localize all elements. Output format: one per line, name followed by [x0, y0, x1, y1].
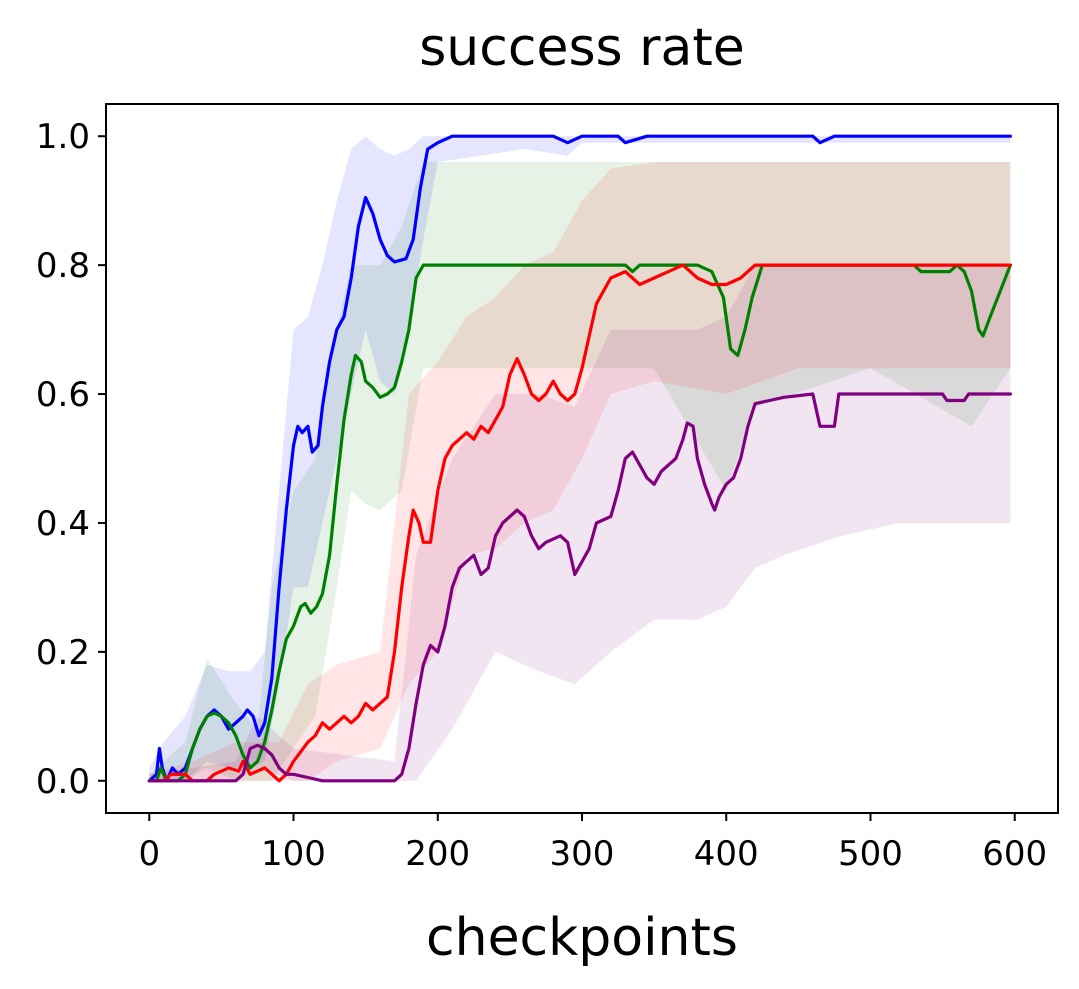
y-tick-label: 0.6 — [36, 375, 90, 415]
series-3-band — [149, 162, 1011, 781]
x-tick-label: 300 — [550, 834, 615, 874]
x-tick-label: 200 — [405, 834, 470, 874]
x-tick-label: 100 — [261, 834, 326, 874]
chart-title: success rate — [419, 18, 745, 78]
y-tick-label: 0.0 — [36, 762, 90, 802]
x-tick-label: 0 — [138, 834, 160, 874]
plot-area — [147, 134, 1013, 783]
y-tick-label: 0.4 — [36, 504, 90, 544]
y-tick-label: 1.0 — [36, 117, 90, 157]
x-tick-label: 500 — [838, 834, 903, 874]
y-tick-label: 0.2 — [36, 633, 90, 673]
x-axis-label: checkpoints — [426, 908, 738, 968]
series-1-band — [149, 136, 1011, 781]
series-3-line — [147, 263, 1013, 783]
series-2-band — [149, 162, 1011, 781]
x-tick-label: 400 — [694, 834, 759, 874]
series-4-line — [147, 392, 1013, 783]
y-tick-label: 0.8 — [36, 246, 90, 286]
x-tick-label: 600 — [982, 834, 1047, 874]
x-axis: 0 100 200 300 400 500 600 — [138, 813, 1047, 874]
y-axis: 0.0 0.2 0.4 0.6 0.8 1.0 — [36, 117, 106, 802]
series-4-band — [149, 265, 1011, 781]
